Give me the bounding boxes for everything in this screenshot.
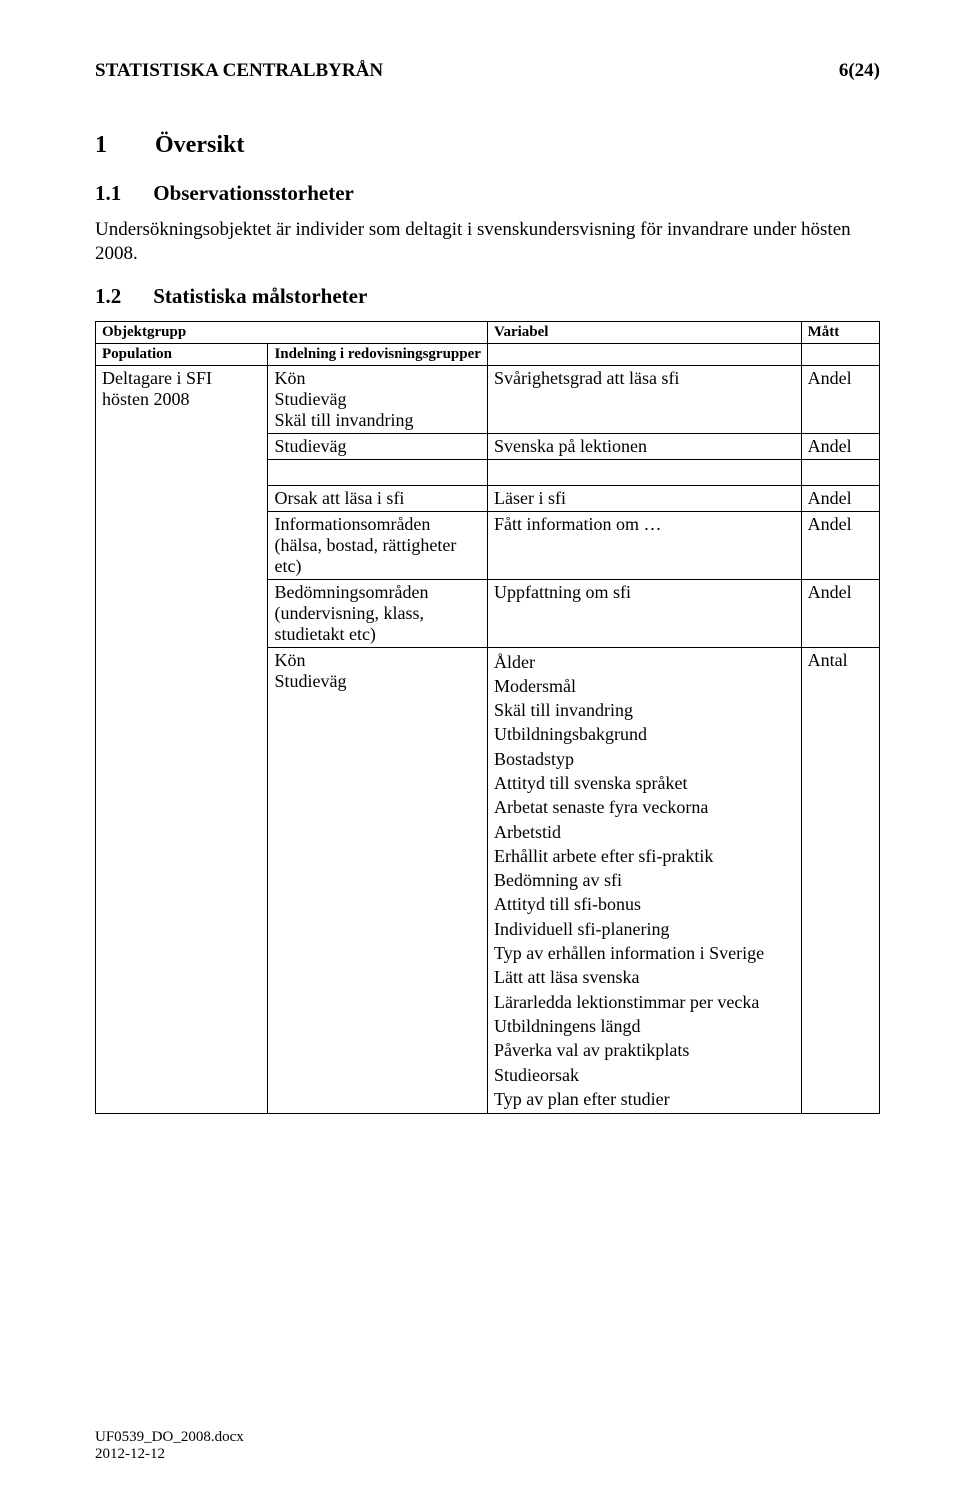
th-indelning: Indelning i redovisningsgrupper [268, 343, 488, 365]
list-item: Attityd till sfi-bonus [494, 892, 795, 916]
cell-variabel: Uppfattning om sfi [487, 579, 801, 647]
page-header: STATISTISKA CENTRALBYRÅN 6(24) [95, 60, 880, 82]
th-variabel: Variabel [487, 321, 801, 343]
cell-population: Deltagare i SFI hösten 2008 [96, 365, 268, 1114]
cell-matt: Andel [801, 365, 879, 433]
cell-indelning: KönStudievägSkäl till invandring [268, 365, 488, 433]
heading-1-2-title: Statistiska målstorheter [153, 284, 367, 309]
list-item: Skäl till invandring [494, 698, 795, 722]
list-item: Attityd till svenska språket [494, 771, 795, 795]
list-item: Utbildningsbakgrund [494, 722, 795, 746]
cell-variabel: Läser i sfi [487, 485, 801, 511]
heading-1-1-num: 1.1 [95, 181, 121, 206]
page-footer: UF0539_DO_2008.docx 2012-12-12 [95, 1429, 244, 1463]
list-item: Individuell sfi-planering [494, 917, 795, 941]
list-item: Typ av erhållen information i Sverige [494, 941, 795, 965]
cell-matt: Antal [801, 647, 879, 1114]
cell-variabel: Svenska på lektionen [487, 433, 801, 459]
list-item: Lätt att läsa svenska [494, 965, 795, 989]
org-name: STATISTISKA CENTRALBYRÅN [95, 60, 383, 82]
footer-date: 2012-12-12 [95, 1446, 244, 1463]
page: STATISTISKA CENTRALBYRÅN 6(24) 1 Översik… [0, 0, 960, 1493]
th-matt: Mått [801, 321, 879, 343]
cell-matt: Andel [801, 433, 879, 459]
cell-indelning: KönStudieväg [268, 647, 488, 1114]
page-number: 6(24) [839, 60, 880, 82]
table-row: Deltagare i SFI hösten 2008 KönStudieväg… [96, 365, 880, 433]
empty-cell [268, 459, 488, 485]
cell-matt: Andel [801, 579, 879, 647]
list-item: Bedömning av sfi [494, 868, 795, 892]
list-item: Erhållit arbete efter sfi-praktik [494, 844, 795, 868]
variable-list: ÅlderModersmålSkäl till invandringUtbild… [494, 650, 795, 1112]
cell-indelning: Informationsområden (hälsa, bostad, rätt… [268, 511, 488, 579]
heading-1-2-num: 1.2 [95, 284, 121, 309]
empty-cell [801, 343, 879, 365]
footer-filename: UF0539_DO_2008.docx [95, 1429, 244, 1446]
list-item: Påverka val av praktikplats [494, 1038, 795, 1062]
list-item: Arbetstid [494, 820, 795, 844]
paragraph-1-1: Undersökningsobjektet är individer som d… [95, 218, 880, 266]
list-item: Typ av plan efter studier [494, 1087, 795, 1111]
list-item: Ålder [494, 650, 795, 674]
th-population: Population [96, 343, 268, 365]
cell-matt: Andel [801, 511, 879, 579]
cell-variabel: Fått information om … [487, 511, 801, 579]
list-item: Modersmål [494, 674, 795, 698]
list-item: Bostadstyp [494, 747, 795, 771]
cell-matt: Andel [801, 485, 879, 511]
table-subheader-row: Population Indelning i redovisningsgrupp… [96, 343, 880, 365]
heading-1-1: 1.1 Observationsstorheter [95, 181, 880, 206]
heading-1-1-title: Observationsstorheter [153, 181, 354, 206]
heading-1-2: 1.2 Statistiska målstorheter [95, 284, 880, 309]
th-objektgrupp: Objektgrupp [96, 321, 488, 343]
cell-variabel: Svårighetsgrad att läsa sfi [487, 365, 801, 433]
empty-cell [487, 343, 801, 365]
heading-1: 1 Översikt [95, 132, 880, 159]
list-item: Arbetat senaste fyra veckorna [494, 795, 795, 819]
stats-table: Objektgrupp Variabel Mått Population Ind… [95, 321, 880, 1115]
cell-indelning: Orsak att läsa i sfi [268, 485, 488, 511]
list-item: Utbildningens längd [494, 1014, 795, 1038]
empty-cell [801, 459, 879, 485]
table-header-row: Objektgrupp Variabel Mått [96, 321, 880, 343]
cell-indelning: Bedömningsområden (undervisning, klass, … [268, 579, 488, 647]
heading-1-title: Översikt [155, 132, 244, 159]
cell-variabel-list: ÅlderModersmålSkäl till invandringUtbild… [487, 647, 801, 1114]
empty-cell [487, 459, 801, 485]
heading-1-num: 1 [95, 132, 107, 159]
cell-indelning: Studieväg [268, 433, 488, 459]
list-item: Studieorsak [494, 1063, 795, 1087]
list-item: Lärarledda lektionstimmar per vecka [494, 990, 795, 1014]
